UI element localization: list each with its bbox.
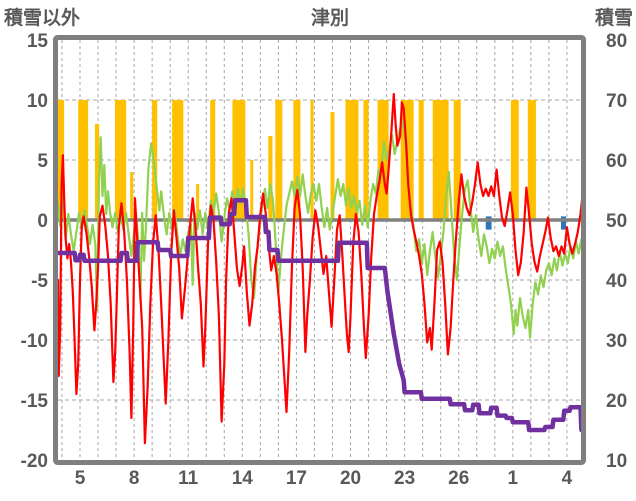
left-axis-tick: 10 (27, 91, 48, 112)
x-axis-tick: 17 (286, 468, 307, 489)
sunshine-bar (293, 100, 301, 220)
right-axis-tick-labels: 80 70 60 50 40 30 20 10 (606, 31, 627, 472)
series-layer (58, 92, 581, 445)
sunshine-bar (58, 100, 65, 220)
sunshine-bar (510, 100, 519, 220)
precipitation-bar (485, 216, 492, 230)
temperature-line (58, 92, 581, 445)
x-axis-tick-labels: 5 8 11 14 17 20 23 26 1 4 (75, 468, 573, 489)
sunshine-bar (268, 136, 273, 220)
sunshine-bar (210, 100, 216, 220)
sunshine-bar (275, 100, 283, 220)
sunshine-bar (310, 100, 314, 220)
sunshine-bar (94, 124, 100, 220)
plot-frame (53, 35, 586, 465)
left-axis-tick-labels: 15 10 5 0 -5 -10 -15 -20 (21, 31, 49, 472)
sunshine-bar (172, 100, 184, 220)
right-axis-tick: 40 (606, 271, 627, 292)
left-axis-title: 積雪以外 (4, 6, 80, 29)
sunshine-bar (250, 160, 254, 220)
sunshine-bar (196, 184, 200, 220)
right-axis-tick: 20 (606, 391, 627, 412)
left-axis-tick: -5 (31, 271, 48, 292)
left-axis-tick: 15 (27, 31, 49, 52)
precipitation-bar (560, 216, 567, 230)
sunshine-bar (78, 100, 89, 220)
left-axis-tick: 0 (37, 211, 48, 232)
x-axis-tick: 1 (508, 468, 519, 489)
x-axis-tick: 8 (129, 468, 140, 489)
sunshine-bar (527, 100, 536, 220)
right-axis-tick: 70 (606, 91, 627, 112)
x-axis-tick: 14 (232, 468, 254, 489)
left-axis-tick: -10 (21, 331, 48, 352)
sunshine-bar (432, 100, 449, 220)
x-axis-tick: 5 (75, 468, 86, 489)
right-axis-tick: 30 (606, 331, 627, 352)
x-axis-tick: 23 (394, 468, 415, 489)
chart-title: 津別 (311, 6, 349, 29)
right-axis-tick: 50 (606, 211, 627, 232)
right-axis-tick: 80 (606, 31, 627, 52)
left-axis-tick: -20 (21, 451, 48, 472)
sunshine-bar (363, 100, 369, 220)
right-axis-title: 積雪 (595, 6, 633, 29)
x-axis-tick: 11 (178, 468, 199, 489)
x-axis-tick: 4 (562, 468, 573, 489)
x-axis-tick: 20 (340, 468, 361, 489)
right-axis-tick: 10 (606, 451, 627, 472)
sunshine-bar (114, 100, 127, 220)
right-axis-tick: 60 (606, 151, 627, 172)
x-axis-tick: 26 (448, 468, 469, 489)
sunshine-bar (453, 100, 461, 220)
snow-depth-line (58, 197, 581, 433)
sunshine-bar (130, 172, 134, 220)
sunshine-bar (418, 100, 424, 220)
left-axis-tick: 5 (37, 151, 48, 172)
sunshine-bar (330, 112, 335, 220)
left-axis-tick: -15 (21, 391, 49, 412)
